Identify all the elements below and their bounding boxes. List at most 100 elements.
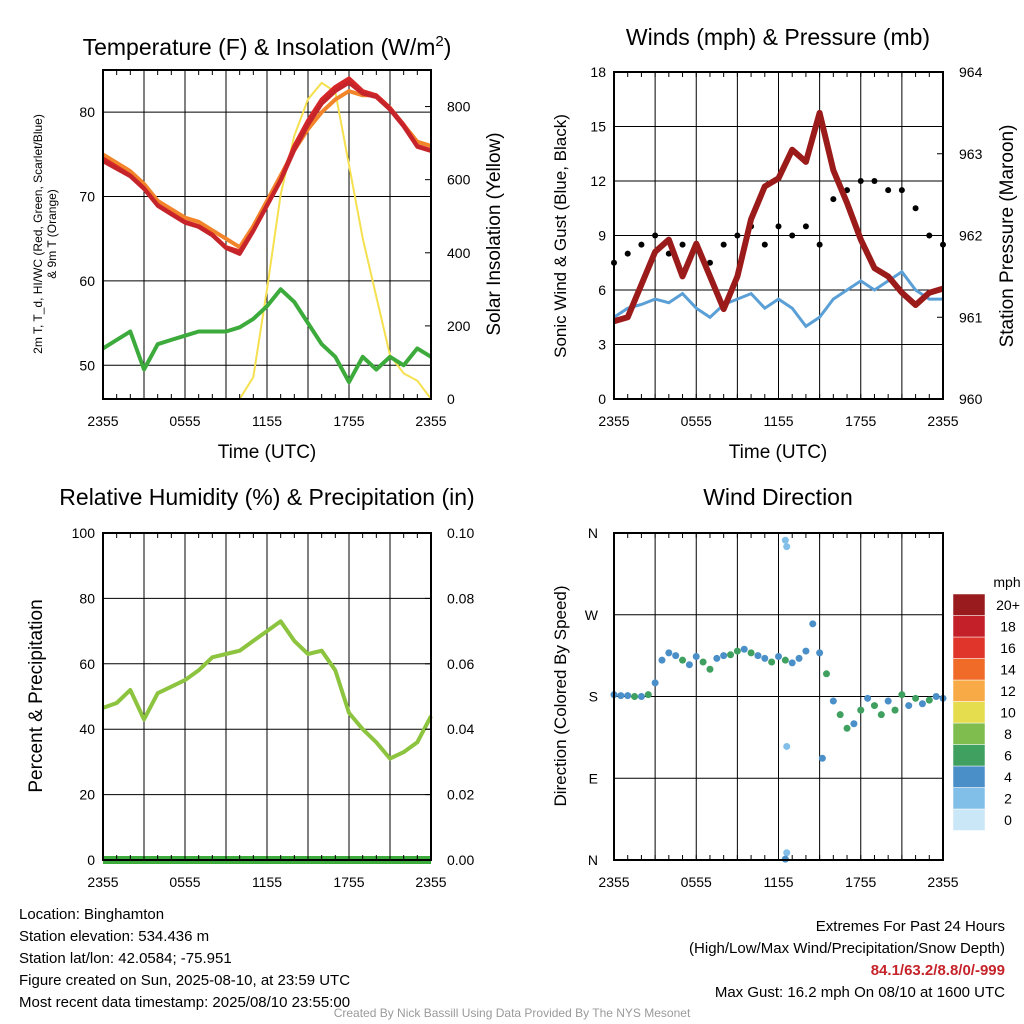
x-tick-label: 0555: [169, 413, 200, 429]
y-tick-label: 3: [598, 337, 606, 353]
gust-point: [734, 232, 741, 239]
created-text: Figure created on Sun, 2025-08-10, at 23…: [19, 972, 351, 989]
series-line-2m-t-d: [101, 287, 433, 385]
title-superscript: 2: [435, 33, 443, 50]
direction-point: [679, 656, 687, 664]
y2-tick-label: 961: [959, 309, 983, 325]
direction-point: [783, 742, 791, 750]
direction-point: [733, 647, 741, 655]
x-tick-label: 0555: [681, 413, 712, 429]
x-tick-label: 2355: [598, 874, 629, 890]
direction-point: [864, 694, 872, 702]
direction-point: [644, 691, 652, 699]
colorbar-swatch: [952, 593, 986, 616]
direction-point: [816, 649, 824, 657]
direction-point: [672, 652, 680, 660]
y2-tick-label: 962: [959, 228, 983, 244]
colorbar-swatch: [952, 636, 986, 659]
x-tick-label: 2355: [927, 874, 958, 890]
colorbar-swatch: [952, 744, 986, 767]
pressure-y-axis-label: Station Pressure (Maroon): [997, 125, 1018, 348]
y2-tick-label: 400: [447, 245, 471, 261]
colorbar-swatch: [952, 615, 986, 638]
temperature-grid: [103, 70, 431, 399]
winds-y-axis-label: Sonic Wind & Gust (Blue, Black): [551, 114, 570, 358]
colorbar-label: 14: [1000, 661, 1016, 677]
gust-point: [652, 232, 659, 239]
colorbar-swatch: [952, 679, 986, 702]
direction-point: [617, 692, 625, 700]
winds-ticks: 2355 0555 1155 1755 2355 0 3 6 9 12 15 18 960 961 962 9…: [590, 64, 982, 429]
direction-point: [788, 659, 796, 667]
max-gust-text: Max Gust: 16.2 mph On 08/10 at 1600 UTC: [714, 984, 1005, 1001]
y2-tick-label: 200: [447, 318, 471, 334]
direction-tick-label: N: [588, 852, 598, 868]
direction-point: [912, 694, 920, 702]
x-tick-label: 1155: [252, 874, 282, 890]
x-tick-label: 0555: [681, 874, 712, 890]
direction-point: [932, 693, 940, 700]
gust-point: [638, 241, 645, 248]
y2-tick-label: 0.04: [447, 721, 474, 737]
series-line-station-pressure: [613, 109, 944, 325]
y2-tick-label: 963: [959, 146, 983, 162]
temperature-ticks: 2355 0555 1155 1755 235550607080020040060080…: [79, 70, 471, 429]
direction-point: [843, 724, 851, 732]
x-tick-label: 1755: [333, 874, 364, 890]
direction-point: [761, 654, 769, 662]
wind-direction-y-axis-label: Direction (Colored By Speed): [551, 585, 570, 806]
direction-point: [898, 691, 906, 699]
x-tick-label: 2355: [927, 413, 958, 429]
direction-point: [836, 711, 844, 719]
y-tick-label: 12: [590, 173, 606, 189]
direction-point: [857, 706, 865, 714]
gust-point: [830, 196, 837, 203]
y2-tick-label: 0.08: [447, 590, 474, 606]
direction-point: [822, 670, 830, 678]
humidity-panel: Relative Humidity (%) & Precipitation (i…: [26, 484, 475, 890]
direction-tick-label: E: [589, 770, 598, 786]
station-info: Location: Binghamton Station elevation: …: [19, 904, 350, 1014]
y2-tick-label: 600: [447, 172, 471, 188]
x-tick-label: 1755: [845, 874, 876, 890]
y2-tick-label: 960: [959, 391, 983, 407]
extremes-subtitle: (High/Low/Max Wind/Precipitation/Snow De…: [689, 940, 1005, 957]
recent-data-text: Most recent data timestamp: 2025/08/10 2…: [19, 994, 351, 1011]
humidity-ticks: 2355 0555 1155 1755 2355 0 20 40 60 80 100 0.00 0.02…: [72, 525, 475, 890]
gust-point: [789, 232, 796, 239]
y2-tick-label: 0: [447, 391, 455, 407]
gust-point: [679, 241, 686, 248]
series-line-rh: [102, 619, 433, 761]
winds-grid: [614, 71, 943, 400]
gust-point: [706, 259, 713, 266]
temperature-y-axis-label-line2: & 9m T (Orange): [45, 189, 59, 279]
y-tick-label: 15: [590, 119, 606, 135]
direction-point: [658, 656, 666, 664]
x-tick-label: 1755: [845, 413, 876, 429]
direction-point: [720, 652, 728, 660]
direction-tick-label: W: [585, 607, 599, 623]
x-tick-label: 0555: [169, 874, 200, 890]
y2-tick-label: 0.10: [447, 525, 474, 541]
y2-tick-label: 0.06: [447, 656, 474, 672]
colorbar-label: 18: [1000, 618, 1016, 634]
y2-tick-label: 0.02: [447, 787, 474, 803]
credit-text: Created By Nick Bassill Using Data Provi…: [333, 1006, 691, 1020]
colorbar-label: 8: [1004, 726, 1012, 742]
y-tick-label: 50: [79, 357, 95, 373]
direction-point: [781, 536, 789, 544]
y-tick-label: 18: [590, 64, 606, 80]
humidity-grid: [103, 532, 431, 861]
colorbar-swatch: [952, 765, 986, 788]
x-tick-label: 1755: [333, 413, 364, 429]
direction-point: [740, 645, 748, 653]
y2-tick-label: 800: [447, 99, 471, 115]
temperature-y-axis-label-line1: 2m T, T_d, HI/WC (Red, Green, Scarlet/Bl…: [31, 114, 45, 354]
x-tick-label: 2355: [87, 413, 118, 429]
direction-point: [706, 665, 714, 673]
direction-point: [802, 647, 810, 655]
series-line-hi-wc: [102, 80, 432, 256]
colorbar-label: 10: [1000, 704, 1016, 720]
colorbar-swatch: [952, 701, 986, 724]
